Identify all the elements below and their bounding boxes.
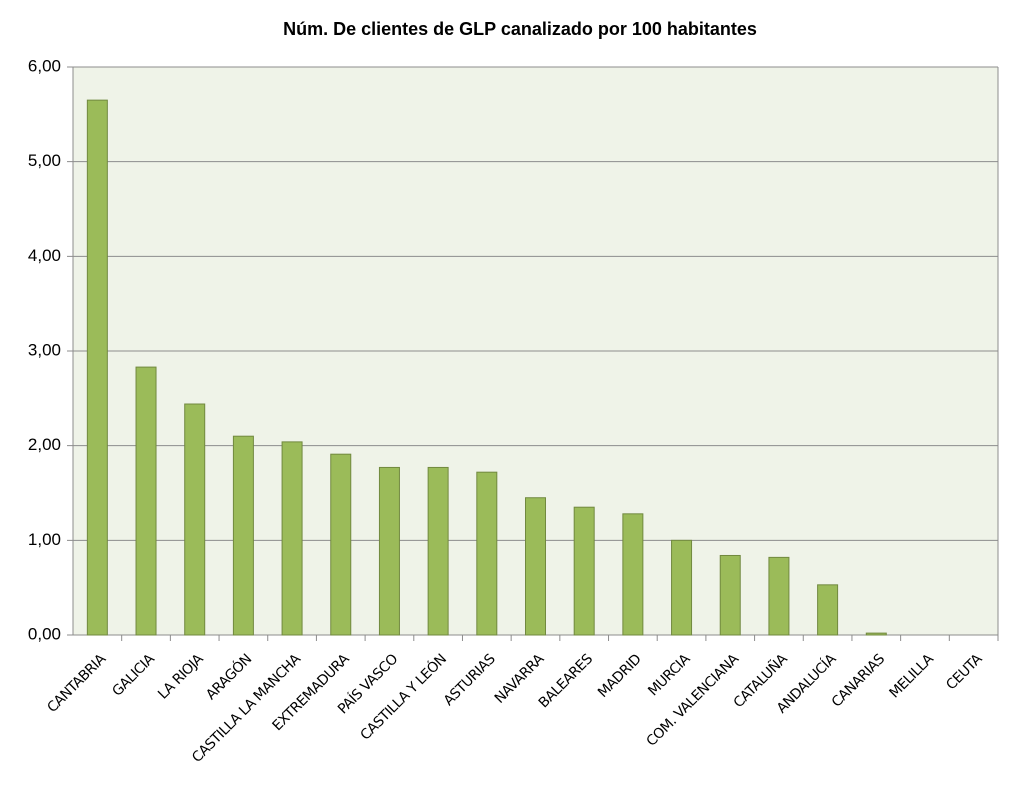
y-tick-label: 6,00 bbox=[28, 56, 61, 75]
x-tick-label: ARAGÓN bbox=[202, 650, 255, 703]
x-tick-label: CASTILLA Y LEÓN bbox=[356, 650, 450, 744]
x-tick-label: CANTABRIA bbox=[44, 651, 109, 716]
bar bbox=[184, 403, 206, 636]
y-tick-label: 1,00 bbox=[28, 530, 61, 549]
x-tick-label: BALEARES bbox=[536, 651, 596, 711]
bar bbox=[622, 513, 644, 636]
x-tick-label: GALICIA bbox=[109, 651, 158, 700]
y-tick-label: 0,00 bbox=[28, 624, 61, 643]
x-tick-label: CANARIAS bbox=[829, 651, 889, 711]
x-tick-label: MADRID bbox=[595, 651, 645, 701]
bar bbox=[86, 99, 108, 636]
bar bbox=[525, 497, 546, 636]
x-tick-label: COM. VALENCIANA bbox=[643, 651, 742, 750]
bar bbox=[135, 366, 157, 636]
bar bbox=[378, 466, 400, 636]
y-tick-label: 2,00 bbox=[28, 435, 61, 454]
bar bbox=[476, 471, 498, 636]
bar bbox=[573, 506, 595, 636]
x-tick-label: CEUTA bbox=[943, 651, 986, 694]
x-tick-label: LA RIOJA bbox=[155, 651, 207, 703]
bar bbox=[817, 584, 839, 636]
y-tick-label: 5,00 bbox=[28, 151, 61, 170]
x-tick-label: ASTURIAS bbox=[441, 651, 499, 709]
bar bbox=[281, 441, 303, 636]
chart-title: Núm. De clientes de GLP canalizado por 1… bbox=[283, 19, 757, 39]
bar bbox=[427, 466, 449, 636]
x-tick-label: MURCIA bbox=[645, 651, 694, 700]
x-tick-label: MELILLA bbox=[887, 651, 938, 702]
bar bbox=[330, 453, 352, 636]
y-tick-label: 4,00 bbox=[28, 246, 61, 265]
y-tick-label: 3,00 bbox=[28, 340, 61, 359]
bar bbox=[865, 632, 887, 636]
bar bbox=[719, 554, 741, 636]
bar bbox=[671, 539, 693, 636]
bar bbox=[232, 435, 254, 636]
bar bbox=[768, 556, 790, 636]
